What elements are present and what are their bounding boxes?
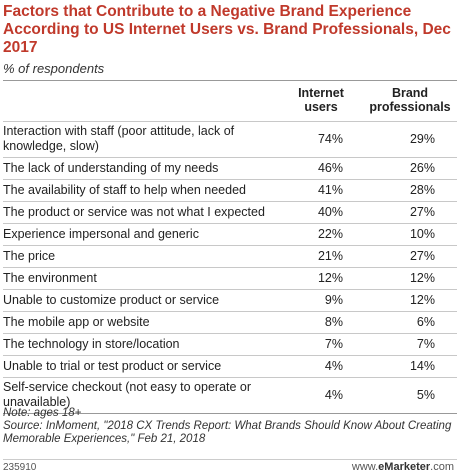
row-label: The environment	[3, 270, 97, 285]
column-header-internet-users: Internet users	[298, 86, 344, 114]
brand-professionals-value: 14%	[409, 359, 435, 373]
row-label: The product or service was not what I ex…	[3, 204, 265, 219]
internet-users-value: 40%	[317, 205, 343, 219]
column-header-brand-professionals: Brand professionals	[369, 86, 451, 114]
row-label: Unable to trial or test product or servi…	[3, 358, 222, 373]
notes: Note: ages 18+ Source: InMoment, "2018 C…	[3, 407, 455, 446]
brand-logo: www.eMarketer.com	[352, 461, 454, 473]
brand-prefix: www.	[351, 461, 379, 473]
row-label: The technology in store/location	[3, 336, 180, 351]
source-text: Source: InMoment, "2018 CX Trends Report…	[3, 420, 452, 445]
table-row: The availability of staff to help when n…	[3, 179, 457, 201]
brand-professionals-value: 5%	[416, 388, 435, 402]
internet-users-value: 22%	[317, 227, 343, 241]
internet-users-value: 12%	[317, 271, 343, 285]
table-row: Experience impersonal and generic 22% 10%	[3, 223, 457, 245]
table-row: The product or service was not what I ex…	[3, 201, 457, 223]
brand-professionals-value: 26%	[409, 161, 435, 175]
brand-professionals-value: 7%	[416, 337, 435, 351]
table-row: The technology in store/location 7% 7%	[3, 333, 457, 355]
brand-professionals-value: 27%	[409, 205, 435, 219]
data-table: Interaction with staff (poor attitude, l…	[3, 121, 457, 413]
internet-users-value: 7%	[324, 337, 343, 351]
internet-users-value: 46%	[317, 161, 343, 175]
brand-professionals-value: 28%	[409, 183, 435, 197]
chart-title: Factors that Contribute to a Negative Br…	[3, 3, 451, 56]
table-row: Unable to trial or test product or servi…	[3, 355, 457, 377]
brand-professionals-value: 29%	[409, 132, 435, 146]
internet-users-value: 41%	[317, 183, 343, 197]
brand-professionals-value: 12%	[409, 271, 435, 285]
row-label: The availability of staff to help when n…	[3, 182, 246, 197]
table-row: Unable to customize product or service 9%…	[3, 289, 457, 311]
top-divider	[3, 80, 457, 81]
row-label: The price	[3, 248, 56, 263]
table-row: Interaction with staff (poor attitude, l…	[3, 121, 457, 157]
table-row: The price 21% 27%	[3, 245, 457, 267]
brand-professionals-value: 12%	[409, 293, 435, 307]
internet-users-value: 8%	[324, 315, 343, 329]
bottom-divider	[3, 413, 457, 414]
table-row: The environment 12% 12%	[3, 267, 457, 289]
table-row: The lack of understanding of my needs 46%…	[3, 157, 457, 179]
table-row: The mobile app or website 8% 6%	[3, 311, 457, 333]
brand-professionals-value: 6%	[416, 315, 435, 329]
brand-professionals-value: 10%	[409, 227, 435, 241]
internet-users-value: 9%	[324, 293, 343, 307]
footer-divider	[3, 459, 457, 460]
chart-subtitle: % of respondents	[3, 61, 105, 76]
row-label: The mobile app or website	[3, 314, 150, 329]
chart-id: 235910	[3, 462, 37, 473]
note-text: Note: ages 18+	[3, 407, 82, 419]
internet-users-value: 4%	[324, 359, 343, 373]
brand-professionals-value: 27%	[409, 249, 435, 263]
row-label: Experience impersonal and generic	[3, 226, 199, 241]
row-label: Unable to customize product or service	[3, 292, 220, 307]
row-label: Self-service checkout (not easy to opera…	[3, 380, 252, 409]
internet-users-value: 4%	[324, 388, 343, 402]
internet-users-value: 74%	[317, 132, 343, 146]
internet-users-value: 21%	[317, 249, 343, 263]
row-label: The lack of understanding of my needs	[3, 160, 219, 175]
row-label: Interaction with staff (poor attitude, l…	[3, 124, 235, 153]
table-row: Self-service checkout (not easy to opera…	[3, 377, 457, 413]
brand-suffix: .com	[430, 461, 454, 473]
brand-name: eMarketer	[378, 461, 431, 473]
